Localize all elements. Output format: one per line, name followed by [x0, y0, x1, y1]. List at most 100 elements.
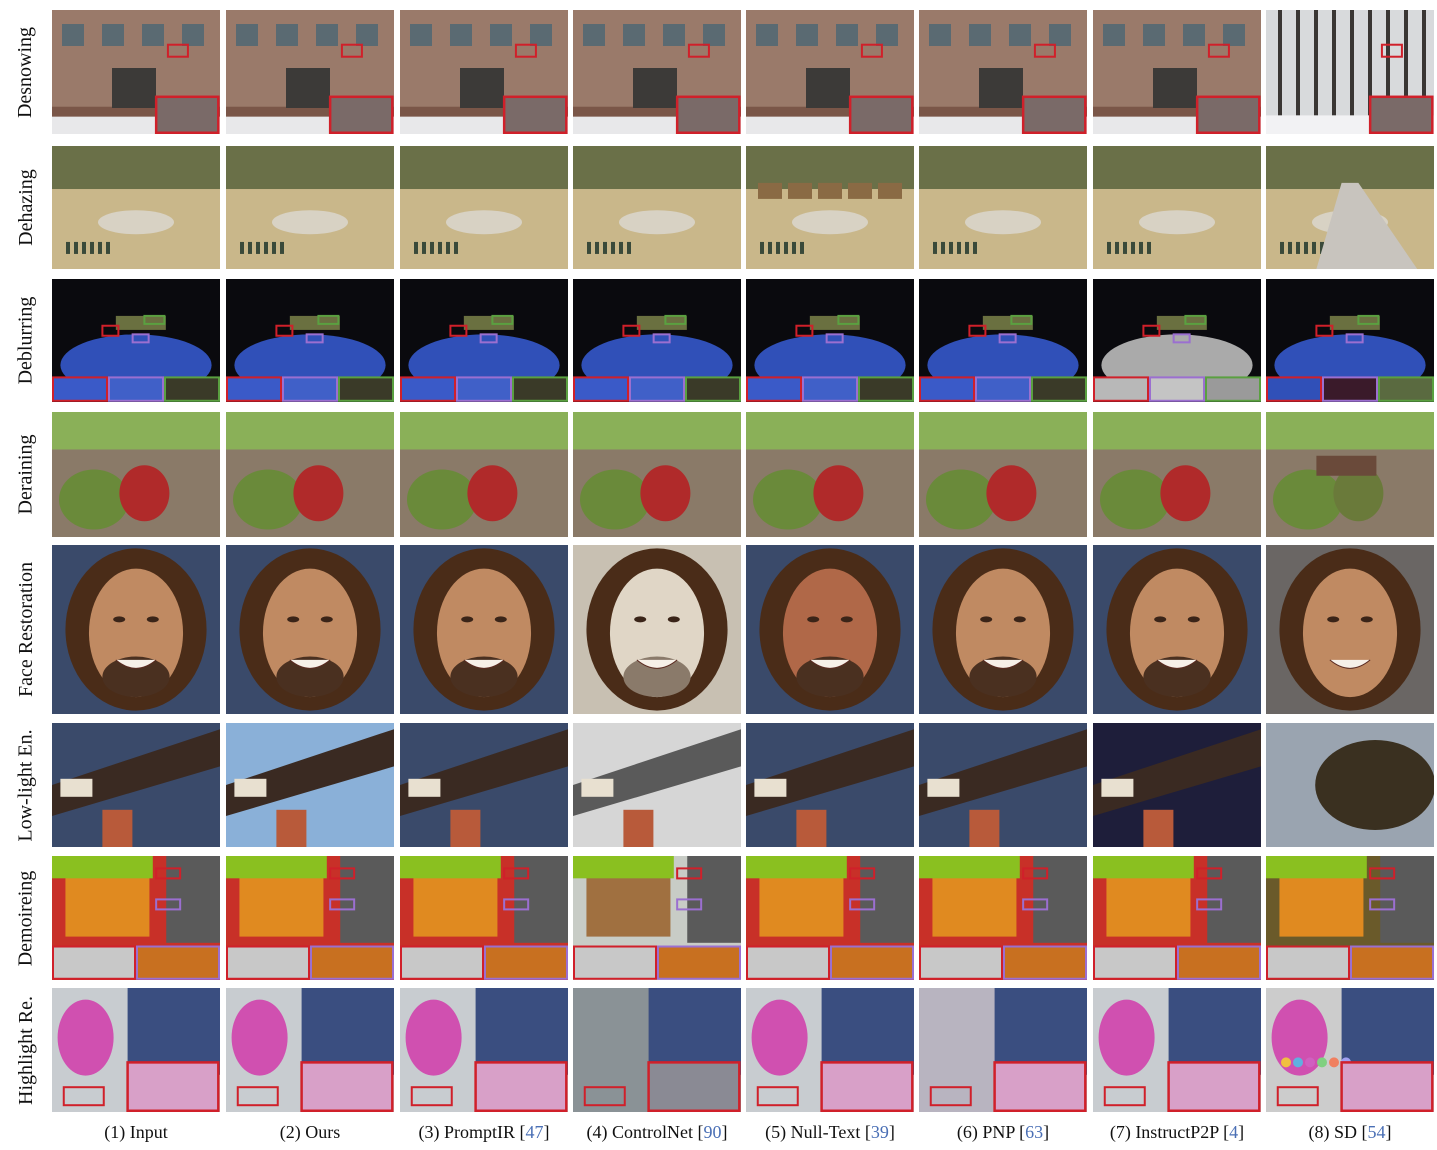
column-caption: (1) Input	[51, 1122, 221, 1143]
result-image	[1266, 856, 1434, 980]
result-image	[919, 146, 1087, 269]
result-image	[52, 723, 220, 847]
caption-label: (2) Ours	[279, 1122, 341, 1142]
result-image	[746, 545, 914, 714]
row-label-highlight-re: Highlight Re.	[6, 988, 46, 1112]
row-label-demoireing: Demoireing	[6, 856, 46, 980]
result-image	[400, 723, 568, 847]
result-image	[1093, 10, 1261, 134]
caption-bracket: ]	[543, 1122, 550, 1142]
result-image	[1093, 856, 1261, 980]
result-image	[226, 723, 394, 847]
result-image	[1093, 146, 1261, 269]
result-image	[1093, 412, 1261, 537]
caption-label: (8) SD [	[1308, 1122, 1368, 1142]
row-label-text: Deraining	[14, 434, 37, 515]
result-image	[573, 10, 741, 134]
result-image	[400, 988, 568, 1112]
caption-bracket: ]	[721, 1122, 728, 1142]
caption-label: (7) InstructP2P [	[1109, 1122, 1230, 1142]
row-label-text: Highlight Re.	[14, 995, 37, 1105]
result-image	[573, 545, 741, 714]
result-image	[919, 545, 1087, 714]
row-label-deraining: Deraining	[6, 412, 46, 537]
result-image	[52, 279, 220, 402]
result-image	[1266, 723, 1434, 847]
citation-link[interactable]: 4	[1229, 1122, 1239, 1142]
result-image	[573, 856, 741, 980]
result-image	[746, 279, 914, 402]
result-image	[1266, 412, 1434, 537]
citation-link[interactable]: 39	[870, 1122, 889, 1142]
result-image	[400, 146, 568, 269]
row-label-desnowing: Desnowing	[6, 10, 46, 134]
caption-bracket: ]	[1385, 1122, 1392, 1142]
result-image	[52, 146, 220, 269]
row-label-text: Desnowing	[14, 26, 37, 118]
caption-label: (1) Input	[104, 1122, 168, 1142]
result-image	[400, 545, 568, 714]
result-image	[226, 856, 394, 980]
result-image	[919, 856, 1087, 980]
result-image	[919, 10, 1087, 134]
result-image	[573, 412, 741, 537]
column-caption: (2) Ours	[225, 1122, 395, 1143]
result-image	[1093, 988, 1261, 1112]
result-image	[52, 545, 220, 714]
result-image	[400, 279, 568, 402]
result-image	[1093, 723, 1261, 847]
result-image	[1093, 545, 1261, 714]
result-image	[919, 723, 1087, 847]
result-image	[1266, 146, 1434, 269]
result-image	[226, 146, 394, 269]
caption-label: (6) PNP [	[956, 1122, 1026, 1142]
result-image	[919, 279, 1087, 402]
result-image	[746, 988, 914, 1112]
result-image	[226, 279, 394, 402]
result-image	[746, 856, 914, 980]
row-label-text: Demoireing	[14, 870, 37, 966]
result-image	[1093, 279, 1261, 402]
result-image	[226, 545, 394, 714]
result-image	[1266, 10, 1434, 134]
caption-label: (5) Null-Text [	[765, 1122, 871, 1142]
caption-bracket: ]	[1043, 1122, 1050, 1142]
column-caption: (6) PNP [63]	[918, 1122, 1088, 1143]
result-image	[919, 988, 1087, 1112]
row-label-text: Deblurring	[14, 296, 37, 385]
result-image	[52, 856, 220, 980]
row-label-low-light-en: Low-light En.	[6, 723, 46, 847]
column-caption: (7) InstructP2P [4]	[1092, 1122, 1262, 1143]
citation-link[interactable]: 63	[1025, 1122, 1044, 1142]
citation-link[interactable]: 90	[703, 1122, 722, 1142]
column-caption: (8) SD [54]	[1265, 1122, 1435, 1143]
caption-bracket: ]	[888, 1122, 895, 1142]
caption-label: (4) ControlNet [	[586, 1122, 704, 1142]
column-caption: (4) ControlNet [90]	[572, 1122, 742, 1143]
result-image	[52, 10, 220, 134]
citation-link[interactable]: 47	[525, 1122, 544, 1142]
result-image	[919, 412, 1087, 537]
row-label-text: Face Restoration	[14, 562, 37, 697]
result-image	[226, 988, 394, 1112]
row-label-dehazing: Dehazing	[6, 146, 46, 269]
result-image	[1266, 279, 1434, 402]
result-image	[573, 146, 741, 269]
result-image	[573, 988, 741, 1112]
result-image	[226, 412, 394, 537]
row-label-face-restoration: Face Restoration	[6, 545, 46, 714]
result-image	[1266, 988, 1434, 1112]
row-label-deblurring: Deblurring	[6, 279, 46, 402]
result-image	[746, 412, 914, 537]
row-label-text: Dehazing	[14, 169, 37, 246]
result-image	[226, 10, 394, 134]
column-caption: (3) PromptIR [47]	[399, 1122, 569, 1143]
citation-link[interactable]: 54	[1367, 1122, 1386, 1142]
caption-bracket: ]	[1238, 1122, 1245, 1142]
result-image	[400, 856, 568, 980]
result-image	[573, 279, 741, 402]
result-image	[52, 988, 220, 1112]
column-caption: (5) Null-Text [39]	[745, 1122, 915, 1143]
result-image	[746, 723, 914, 847]
result-image	[746, 146, 914, 269]
